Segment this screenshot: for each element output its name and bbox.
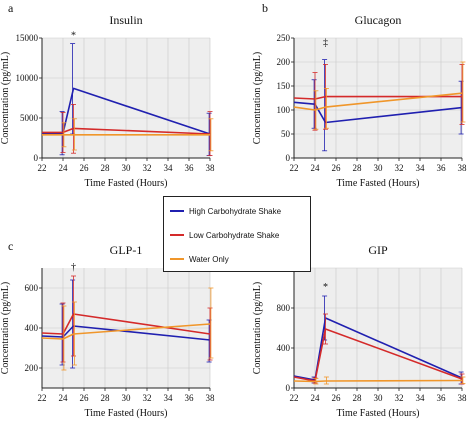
panel-b-y-tick-label-3: 150 [277, 81, 291, 91]
panel-b-x-tick-label-7: 36 [437, 163, 447, 173]
panel-c-title: GLP-1 [110, 243, 143, 257]
panel-b-high-carb-line [293, 101, 463, 124]
panel-a-x-tick-label-7: 36 [185, 163, 195, 173]
panel-b-x-tick-label-8: 38 [458, 163, 468, 173]
panel-a-title: Insulin [109, 13, 142, 27]
panel-c-x-tick-label-3: 28 [101, 393, 111, 403]
panel-c-x-tick-label-2: 26 [80, 393, 90, 403]
panel-b-title: Glucagon [355, 13, 402, 27]
panel-c-water-line [41, 323, 211, 340]
legend-label-water: Water Only [189, 254, 229, 264]
panel-d-title: GIP [368, 243, 388, 257]
panel-c-y-tick-label-1: 400 [25, 323, 39, 333]
panel-a-x-tick-label-0: 22 [38, 163, 47, 173]
panel-b-x-tick-label-1: 24 [311, 163, 321, 173]
panel-c-x-tick-label-6: 34 [164, 393, 174, 403]
legend-item-low-carb: Low Carbohydrate Shake [170, 225, 279, 245]
panel-d-x-tick-label-3: 28 [353, 393, 363, 403]
panel-a-y-tick-label-3: 15000 [16, 33, 39, 43]
panel-d-y-tick-label-0: 0 [286, 383, 291, 393]
panel-b-water-line [293, 92, 463, 111]
panel-a-x-tick-label-3: 28 [101, 163, 111, 173]
legend-item-water: Water Only [170, 249, 229, 269]
legend-item-high-carb: High Carbohydrate Shake [170, 201, 281, 221]
panel-d-high-carb-line [293, 317, 463, 381]
panel-b-y-tick-label-2: 100 [277, 105, 291, 115]
panel-b-y-tick-label-0: 0 [286, 153, 291, 163]
panel-d-x-tick-label-4: 30 [374, 393, 384, 403]
panel-d-y-tick-label-1: 400 [277, 343, 291, 353]
panel-c-x-tick-label-1: 24 [59, 393, 69, 403]
panel-c-x-tick-label-0: 22 [38, 393, 47, 403]
panel-b-x-tick-label-6: 34 [416, 163, 426, 173]
panel-c-high-carb-line [41, 325, 211, 341]
panel-d-x-tick-label-8: 38 [458, 393, 468, 403]
panel-b-x-tick-label-2: 26 [332, 163, 342, 173]
panel-b-x-axis-label: Time Fasted (Hours) [337, 178, 420, 189]
legend-swatch-high-carb [170, 210, 184, 212]
panel-a-x-tick-label-1: 24 [59, 163, 69, 173]
panel-a-x-tick-label-6: 34 [164, 163, 174, 173]
panel-c-y-axis-label: Concentration (pg/mL) [0, 282, 11, 374]
panel-a-x-tick-label-4: 30 [122, 163, 132, 173]
panel-b-low-carb-line [293, 95, 462, 100]
legend-label-high-carb: High Carbohydrate Shake [189, 206, 282, 216]
panel-c-y-tick-label-2: 600 [25, 283, 39, 293]
panel-b-y-tick-label-4: 200 [277, 57, 291, 67]
panel-d-water-line [293, 379, 463, 383]
panel-b-x-tick-label-5: 32 [395, 163, 404, 173]
panel-d-annotation-0: * [323, 282, 328, 293]
panel-c-x-tick-label-8: 38 [206, 393, 216, 403]
panel-a-y-axis-label: Concentration (pg/mL) [0, 52, 11, 144]
panel-a-x-tick-label-5: 32 [143, 163, 152, 173]
panel-d-x-tick-label-1: 24 [311, 393, 321, 403]
panel-a-y-tick-label-0: 0 [34, 153, 39, 163]
panel-b-y-tick-label-5: 250 [277, 33, 291, 43]
panel-d-y-tick-label-2: 800 [277, 303, 291, 313]
panel-a-x-tick-label-2: 26 [80, 163, 90, 173]
panel-d-x-tick-label-2: 26 [332, 393, 342, 403]
panel-c-x-tick-label-4: 30 [122, 393, 132, 403]
panel-d-x-tick-label-5: 32 [395, 393, 404, 403]
legend-swatch-water [170, 258, 184, 260]
panel-b-annotation-0: ‡ [323, 38, 328, 49]
panel-d-x-axis-label: Time Fasted (Hours) [337, 408, 420, 419]
panel-c-y-tick-label-0: 200 [25, 363, 39, 373]
panel-a-annotation-0: * [71, 30, 76, 41]
panel-b-y-tick-label-1: 50 [281, 129, 291, 139]
panel-a-x-tick-label-8: 38 [206, 163, 216, 173]
panel-d-x-tick-label-7: 36 [437, 393, 447, 403]
panel-c-letter: c [8, 239, 13, 253]
panel-d-x-tick-label-6: 34 [416, 393, 426, 403]
panel-c-annotation-0: † [71, 262, 76, 273]
panel-b-x-tick-label-3: 28 [353, 163, 363, 173]
panel-a-x-axis-label: Time Fasted (Hours) [85, 178, 168, 189]
panel-c-x-tick-label-5: 32 [143, 393, 152, 403]
panel-b-x-tick-label-4: 30 [374, 163, 384, 173]
legend: High Carbohydrate Shake Low Carbohydrate… [163, 196, 311, 272]
panel-b-y-axis-label: Concentration (pg/mL) [252, 52, 263, 144]
panel-a-y-tick-label-1: 5000 [20, 113, 39, 123]
panel-d-x-tick-label-0: 22 [290, 393, 299, 403]
panel-d-low-carb-line [293, 328, 463, 382]
legend-label-low-carb: Low Carbohydrate Shake [189, 230, 280, 240]
panel-d-y-axis-label: Concentration (pg/mL) [252, 282, 263, 374]
panel-c-x-tick-label-7: 36 [185, 393, 195, 403]
legend-swatch-low-carb [170, 234, 184, 236]
panel-c-low-carb-line [41, 313, 211, 335]
panel-a-y-tick-label-2: 10000 [16, 73, 39, 83]
panel-c-x-axis-label: Time Fasted (Hours) [85, 408, 168, 419]
panel-a-low-carb-line [42, 127, 211, 135]
panel-b-letter: b [262, 1, 268, 15]
panel-a-letter: a [8, 1, 14, 15]
panel-b-x-tick-label-0: 22 [290, 163, 299, 173]
